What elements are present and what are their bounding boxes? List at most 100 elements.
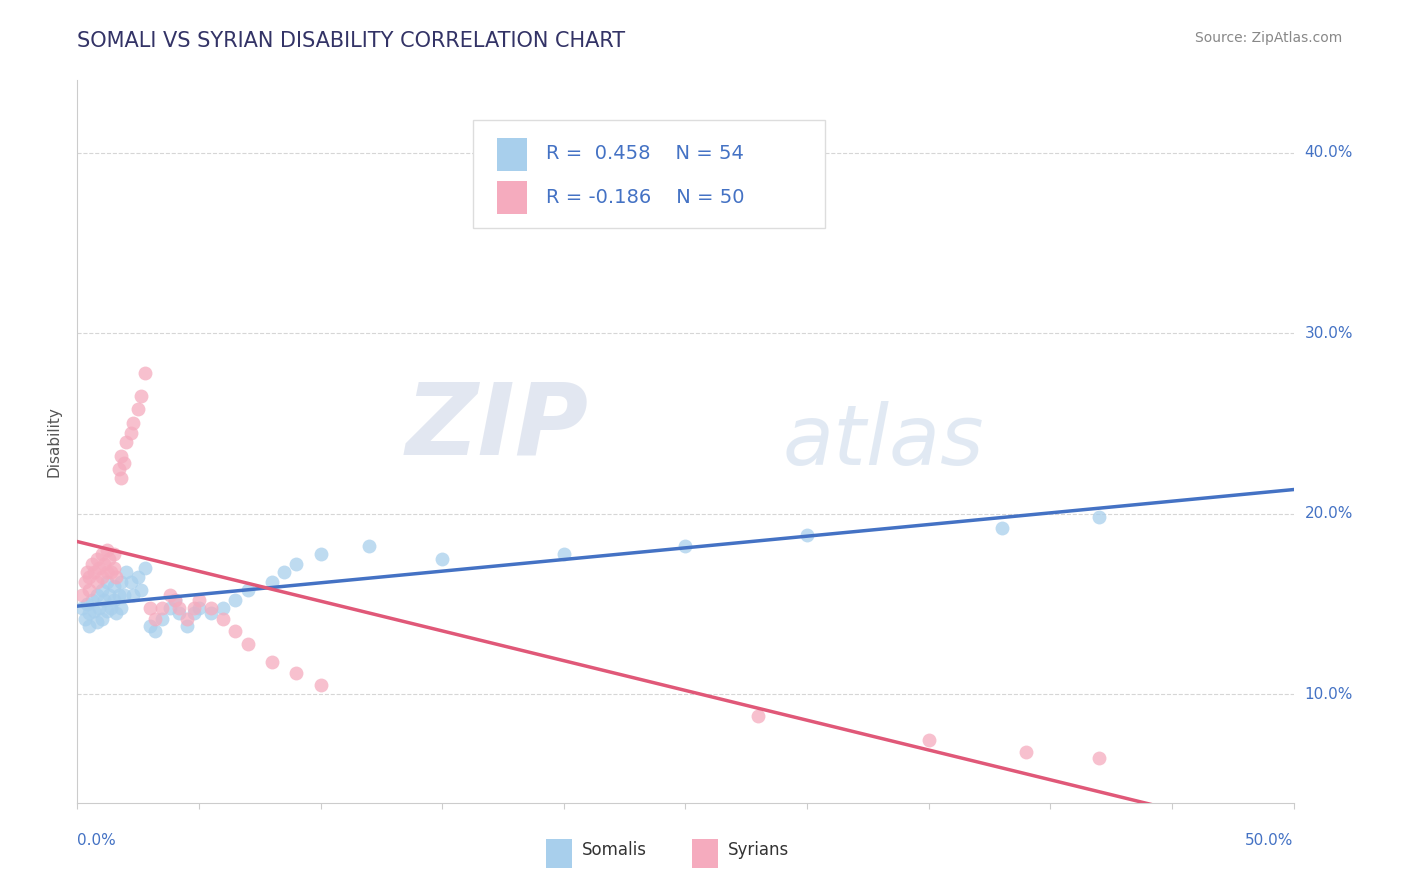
Point: [129, 389, 152, 403]
Point: [143, 611, 166, 625]
Point: [86, 575, 108, 590]
Point: [796, 528, 818, 542]
Point: [86, 588, 108, 602]
Point: [80, 593, 103, 607]
Point: [163, 593, 186, 607]
Text: R =  0.458    N = 54: R = 0.458 N = 54: [546, 145, 744, 163]
Point: [159, 600, 181, 615]
Point: [110, 575, 132, 590]
Point: [134, 561, 156, 575]
Point: [918, 732, 941, 747]
Point: [127, 402, 149, 417]
Point: [96, 575, 118, 590]
Point: [200, 606, 222, 620]
Point: [103, 593, 125, 607]
Point: [79, 606, 101, 620]
Point: [115, 565, 138, 579]
FancyBboxPatch shape: [546, 838, 572, 868]
Text: Syrians: Syrians: [728, 841, 789, 859]
Point: [127, 570, 149, 584]
Point: [200, 600, 222, 615]
Point: [86, 615, 108, 630]
Point: [79, 570, 101, 584]
Point: [224, 593, 246, 607]
Point: [110, 449, 132, 463]
Point: [285, 665, 308, 680]
Point: [273, 565, 295, 579]
Point: [224, 624, 246, 639]
Point: [122, 417, 145, 431]
Point: [553, 547, 575, 561]
Point: [70, 600, 93, 615]
Point: [1088, 510, 1111, 524]
Point: [188, 600, 211, 615]
Point: [112, 456, 135, 470]
Text: SOMALI VS SYRIAN DISABILITY CORRELATION CHART: SOMALI VS SYRIAN DISABILITY CORRELATION …: [77, 31, 626, 51]
Point: [93, 558, 115, 572]
Point: [152, 600, 174, 615]
Point: [115, 434, 138, 449]
Point: [73, 611, 96, 625]
Point: [90, 570, 112, 584]
Point: [83, 604, 105, 618]
Point: [80, 558, 103, 572]
Point: [83, 565, 105, 579]
Point: [675, 539, 697, 553]
Point: [97, 588, 120, 602]
Text: ZIP: ZIP: [405, 378, 588, 475]
FancyBboxPatch shape: [472, 120, 825, 228]
Point: [120, 575, 142, 590]
Point: [169, 606, 191, 620]
Point: [188, 593, 211, 607]
Point: [176, 611, 198, 625]
Point: [747, 709, 769, 723]
Point: [152, 611, 174, 625]
Point: [107, 461, 129, 475]
Point: [110, 600, 132, 615]
Point: [103, 579, 125, 593]
Point: [1088, 750, 1111, 764]
Point: [112, 588, 135, 602]
Text: Somalis: Somalis: [582, 841, 647, 859]
Point: [90, 582, 112, 597]
Point: [260, 655, 283, 669]
Point: [285, 558, 308, 572]
Point: [96, 542, 118, 557]
Point: [96, 565, 118, 579]
FancyBboxPatch shape: [496, 181, 527, 214]
Point: [236, 637, 259, 651]
Point: [110, 471, 132, 485]
Point: [122, 588, 145, 602]
Point: [93, 593, 115, 607]
Point: [96, 604, 118, 618]
Point: [103, 547, 125, 561]
Point: [309, 678, 332, 692]
Point: [129, 582, 152, 597]
Point: [139, 619, 162, 633]
Y-axis label: Disability: Disability: [46, 406, 62, 477]
Point: [100, 600, 122, 615]
Point: [73, 575, 96, 590]
Point: [105, 606, 128, 620]
Text: atlas: atlas: [783, 401, 984, 482]
Text: Source: ZipAtlas.com: Source: ZipAtlas.com: [1195, 31, 1343, 45]
Point: [212, 611, 235, 625]
Point: [1015, 745, 1038, 759]
Point: [183, 606, 205, 620]
Point: [309, 547, 332, 561]
Point: [169, 600, 191, 615]
Point: [90, 611, 112, 625]
Point: [105, 570, 128, 584]
Point: [990, 521, 1012, 535]
Point: [176, 619, 198, 633]
Point: [163, 593, 186, 607]
Point: [260, 575, 283, 590]
Point: [97, 552, 120, 566]
Point: [236, 582, 259, 597]
Text: 50.0%: 50.0%: [1246, 833, 1294, 848]
Point: [134, 366, 156, 380]
Text: R = -0.186    N = 50: R = -0.186 N = 50: [546, 188, 744, 207]
Point: [79, 619, 101, 633]
Point: [89, 600, 111, 615]
Point: [120, 425, 142, 440]
